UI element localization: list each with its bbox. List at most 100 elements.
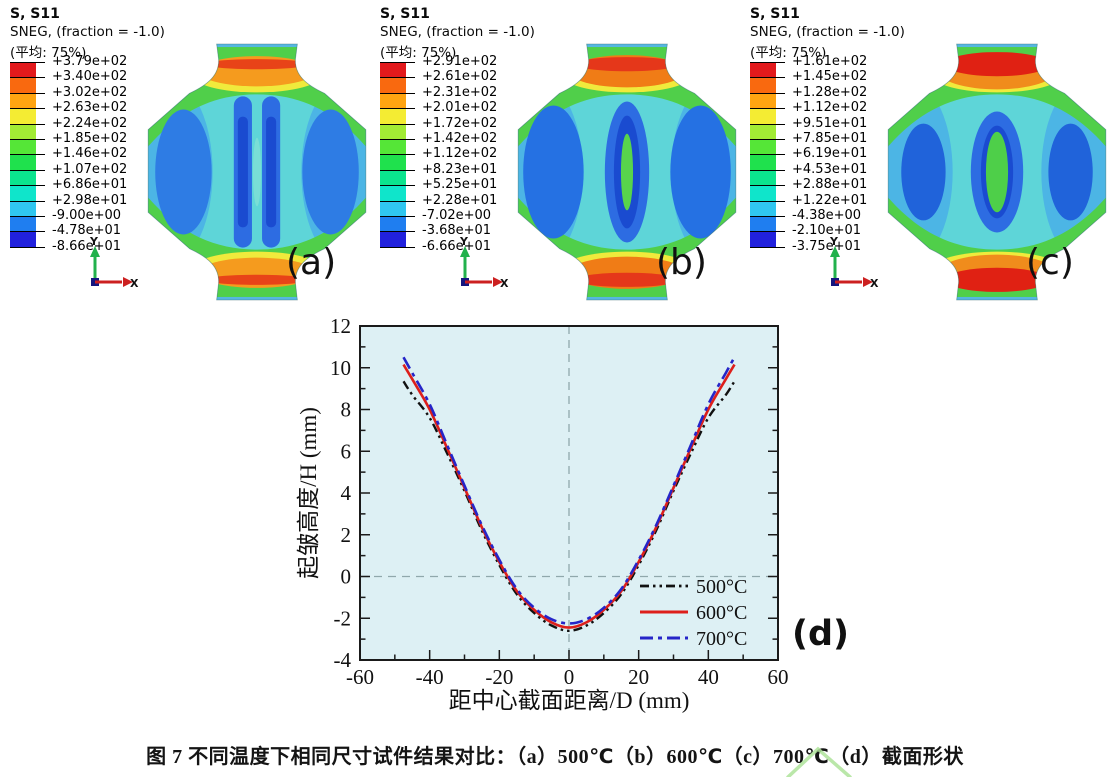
- colorbar-value: +2.28e+01: [422, 192, 498, 208]
- triad-y-label: Y: [89, 235, 99, 248]
- colorbar-tick: [750, 169, 785, 171]
- line-chart-svg: -60 -40 -20 0 20 40 60-4-2024681012500°C600°C7…: [296, 314, 789, 713]
- colorbar-tick: [10, 185, 45, 187]
- colorbar-band: [750, 216, 776, 232]
- x-tick-label: 20: [628, 665, 649, 689]
- stress-contour-plot: [147, 43, 367, 301]
- colorbar-band: [750, 62, 776, 78]
- colorbar-value: +4.53e+01: [792, 161, 868, 177]
- plot-frame: [359, 325, 779, 661]
- colorbar-tick: [380, 108, 415, 110]
- axis-triad: Y X: [82, 234, 140, 294]
- colorbar-band: [380, 185, 406, 201]
- colorbar-value: +1.85e+02: [52, 131, 128, 146]
- colorbar-band: [380, 108, 406, 124]
- colorbar-band: [380, 92, 406, 109]
- y-tick-label: 0: [341, 565, 352, 589]
- colorbar-band: [750, 77, 776, 93]
- colorbar-value: +1.72e+02: [422, 115, 498, 131]
- colorbar-tick: [380, 62, 415, 63]
- colorbar-value: -3.68e+01: [422, 223, 492, 239]
- colorbar-tick: [380, 216, 415, 217]
- series-700°C: [402, 356, 736, 625]
- colorbar-value: +2.31e+02: [422, 84, 498, 100]
- colorbar-value: +7.85e+01: [792, 131, 868, 146]
- colorbar-value: +3.79e+02: [52, 54, 128, 69]
- colorbar-tick: [750, 200, 785, 202]
- colorbar-value: +3.40e+02: [52, 69, 128, 85]
- colorbar-value: -6.66e+01: [422, 238, 492, 254]
- colorbar-tick: [10, 231, 45, 233]
- colorbar-value: +1.45e+02: [792, 69, 868, 85]
- y-tick-label: 6: [341, 439, 352, 463]
- y-axis-label: 起皱高度/H (mm): [296, 407, 321, 579]
- legend-label: 700°C: [696, 628, 747, 650]
- colorbar-band: [380, 139, 406, 155]
- x-tick-label: -20: [485, 665, 513, 689]
- colorbar-value: -4.78e+01: [52, 223, 122, 239]
- colorbar-band: [10, 216, 36, 232]
- y-tick-label: 2: [341, 523, 352, 547]
- colorbar-band: [10, 77, 36, 93]
- axis-triad: Y X: [452, 234, 510, 294]
- colorbar-tick: [10, 169, 45, 171]
- contour-panel-b: S, S11 SNEG, (fraction = -1.0) (平均: 75%)…: [370, 0, 740, 316]
- x-tick-label: -60: [346, 665, 374, 689]
- colorbar-tick: [750, 92, 785, 94]
- legend-label: 500°C: [696, 576, 747, 598]
- panel-label-b: (b): [656, 242, 707, 283]
- colorbar-value: -8.66e+01: [52, 238, 122, 254]
- colorbar-band: [380, 154, 406, 170]
- sneg-fraction-label: SNEG, (fraction = -1.0): [750, 24, 905, 40]
- colorbar-band: [10, 92, 36, 109]
- colorbar-value: +1.07e+02: [52, 161, 128, 177]
- colorbar-band: [750, 169, 776, 186]
- colorbar-band: [380, 77, 406, 93]
- colorbar-tick: [380, 154, 415, 156]
- colorbar-tick: [380, 92, 415, 94]
- colorbar-tick: [750, 216, 785, 217]
- colorbar-legend: +3.79e+02 +3.40e+02 +3.02e+02 +2.63e+02 +2.2…: [10, 54, 150, 262]
- contour-panel-a: S, S11 SNEG, (fraction = -1.0) (平均: 75%)…: [0, 0, 370, 316]
- colorbar-tick: [10, 62, 45, 63]
- colorbar-value: +2.61e+02: [422, 69, 498, 85]
- colorbar-tick: [10, 246, 45, 248]
- colorbar-value: +1.42e+02: [422, 131, 498, 146]
- colorbar-value: +5.25e+01: [422, 177, 498, 193]
- colorbar-legend: +1.61e+02 +1.45e+02 +1.28e+02 +1.12e+02 +9.5…: [750, 54, 890, 262]
- panel-label-a: (a): [286, 242, 337, 283]
- stress-contour-plot: [887, 43, 1107, 301]
- colorbar-value: +1.61e+02: [792, 54, 868, 69]
- colorbar-tick: [750, 62, 785, 63]
- colorbar-band: [750, 154, 776, 170]
- triad-y-label: Y: [459, 235, 469, 248]
- colorbar-value: +8.23e+01: [422, 161, 498, 177]
- colorbar-tick: [380, 231, 415, 233]
- x-tick-label: 60: [768, 665, 789, 689]
- legend-label: 600°C: [696, 602, 747, 624]
- wrinkle-height-chart: -60 -40 -20 0 20 40 60 -4 -2 0 2 4 6 8 10 12 500°C 600°C 7…: [296, 314, 806, 716]
- x-axis-label: 距中心截面距离/D (mm): [449, 688, 690, 713]
- colorbar-value: +2.63e+02: [52, 100, 128, 116]
- average-label: (平均: 75%): [750, 45, 827, 61]
- colorbar-legend: +2.91e+02 +2.61e+02 +2.31e+02 +2.01e+02 +1.7…: [380, 54, 520, 262]
- axis-triad: Y X: [822, 234, 880, 294]
- colorbar-band: [10, 62, 36, 78]
- colorbar-tick: [750, 123, 785, 125]
- y-tick-label: -2: [334, 606, 352, 630]
- colorbar-band: [380, 169, 406, 186]
- colorbar-value: +9.51e+01: [792, 115, 868, 131]
- average-label: (平均: 75%): [380, 45, 457, 61]
- stress-component-title: S, S11: [10, 6, 60, 22]
- triad-x-label: X: [500, 277, 509, 290]
- colorbar-tick: [10, 77, 45, 79]
- colorbar-tick: [380, 77, 415, 79]
- x-tick-label: -40: [416, 665, 444, 689]
- figure-caption: 图 7 不同温度下相同尺寸试件结果对比：（a）500℃（b）600℃（c）700…: [146, 746, 964, 768]
- colorbar-band: [380, 123, 406, 139]
- colorbar-band: [750, 200, 776, 216]
- panel-label-d: (d): [792, 614, 850, 654]
- colorbar-tick: [750, 154, 785, 156]
- colorbar-tick: [750, 246, 785, 248]
- colorbar-tick: [380, 185, 415, 187]
